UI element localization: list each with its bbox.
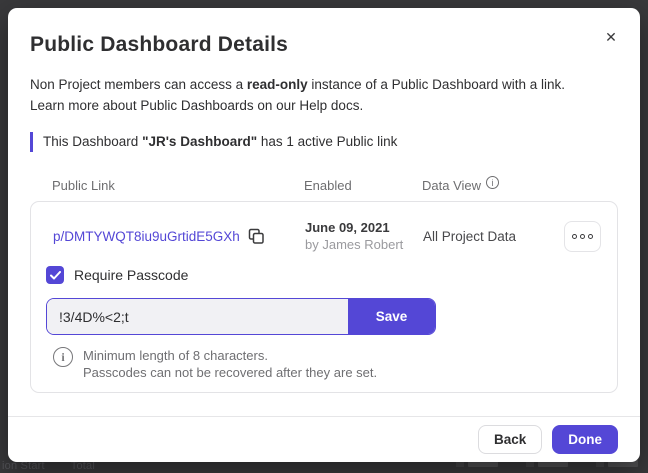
passcode-hint: i Minimum length of 8 characters. Passco… xyxy=(53,347,601,381)
modal-title: Public Dashboard Details xyxy=(30,33,289,56)
public-link-card: p/DMTYWQT8iu9uGrtidE5GXh June 09, 2021 b… xyxy=(30,201,618,393)
callout-pre: This Dashboard xyxy=(43,134,143,149)
hint-line-2: Passcodes can not be recovered after the… xyxy=(83,365,378,380)
intro-text-pre: Non Project members can access a xyxy=(30,77,247,92)
dimmed-legend-shapes xyxy=(456,458,638,470)
modal-description: Non Project members can access a read-on… xyxy=(30,74,618,116)
passcode-input[interactable] xyxy=(47,299,348,334)
active-link-callout: This Dashboard "JR's Dashboard" has 1 ac… xyxy=(30,132,618,152)
modal-footer: Back Done xyxy=(8,416,640,462)
close-icon[interactable]: ✕ xyxy=(600,26,622,48)
hint-line-1: Minimum length of 8 characters. xyxy=(83,348,268,363)
background-fragment-1: ion Start xyxy=(2,460,45,472)
dimmed-background: ion Start Total xyxy=(0,459,648,473)
link-row: p/DMTYWQT8iu9uGrtidE5GXh June 09, 2021 b… xyxy=(53,216,601,256)
callout-post: has 1 active Public link xyxy=(257,134,398,149)
passcode-input-group: Save xyxy=(46,298,436,335)
enabled-by: by James Robert xyxy=(305,237,404,252)
enabled-date: June 09, 2021 xyxy=(305,220,390,235)
table-header-row: Public Link Enabled Data View i xyxy=(30,176,618,193)
intro-text-bold: read-only xyxy=(246,77,308,92)
column-header-public-link: Public Link xyxy=(52,178,115,193)
done-button[interactable]: Done xyxy=(552,425,618,454)
require-passcode-label: Require Passcode xyxy=(74,267,189,283)
require-passcode-checkbox[interactable] xyxy=(46,266,64,284)
require-passcode-row: Require Passcode xyxy=(46,266,601,284)
intro-text-line2: Learn more about Public Dashboards on ou… xyxy=(30,98,364,113)
public-link-cell: p/DMTYWQT8iu9uGrtidE5GXh xyxy=(53,228,305,245)
data-view-value: All Project Data xyxy=(423,228,517,244)
copy-icon[interactable] xyxy=(248,228,265,245)
callout-dashboard-name: "JR's Dashboard" xyxy=(142,134,258,149)
column-header-enabled: Enabled xyxy=(304,178,352,193)
checkmark-icon xyxy=(49,270,61,279)
passcode-hint-text: Minimum length of 8 characters. Passcode… xyxy=(83,347,377,381)
public-link[interactable]: p/DMTYWQT8iu9uGrtidE5GXh xyxy=(53,228,240,244)
background-text-fragment: ion Start Total xyxy=(2,460,121,472)
info-icon: i xyxy=(53,347,73,367)
more-options-icon[interactable] xyxy=(564,220,601,252)
data-view-info-icon[interactable]: i xyxy=(486,176,500,189)
back-button[interactable]: Back xyxy=(477,425,543,454)
save-button[interactable]: Save xyxy=(348,299,435,334)
intro-text-post: instance of a Public Dashboard with a li… xyxy=(307,77,565,92)
column-header-data-view: Data View i xyxy=(422,176,596,193)
enabled-cell: June 09, 2021 by James Robert xyxy=(305,219,423,253)
column-header-data-view-label: Data View xyxy=(422,178,482,193)
background-fragment-2: Total xyxy=(70,460,96,472)
public-dashboard-details-modal: Public Dashboard Details ✕ Non Project m… xyxy=(8,8,640,462)
